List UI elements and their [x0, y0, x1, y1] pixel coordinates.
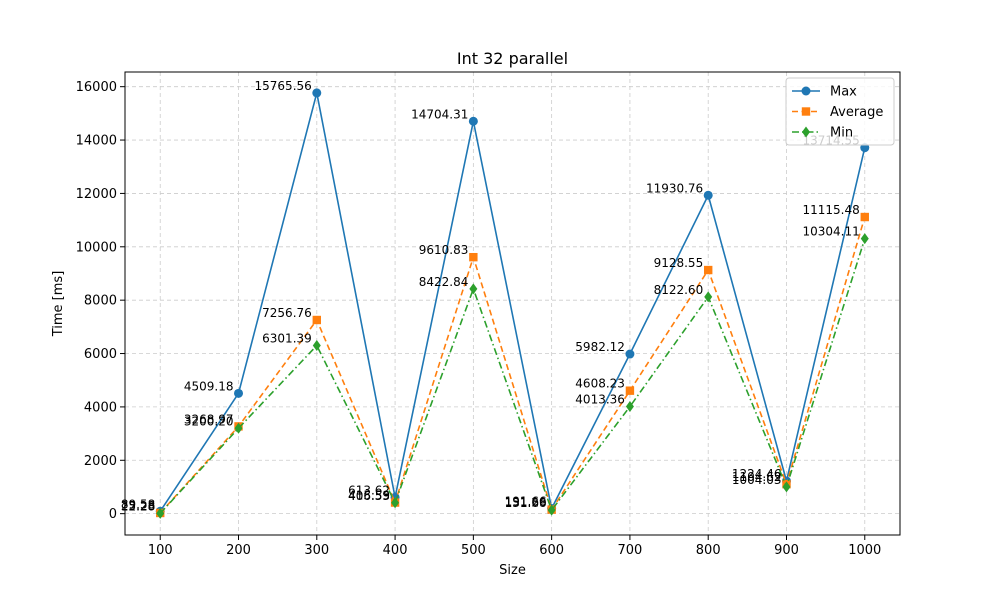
data-point: [469, 283, 478, 295]
data-label: 8122.60: [654, 283, 704, 297]
data-point: [704, 291, 713, 303]
data-label: 191.66: [505, 495, 547, 509]
data-point: [234, 388, 244, 398]
data-point: [860, 233, 869, 245]
data-point: [625, 386, 635, 395]
data-label: 8422.84: [419, 275, 469, 289]
data-point: [625, 349, 635, 359]
data-label: 89.58: [121, 497, 155, 511]
x-axis-label: Size: [499, 563, 526, 578]
data-label: 1004.03: [732, 473, 782, 487]
data-point: [234, 422, 243, 434]
data-label: 11115.48: [803, 203, 860, 217]
chart-title: Int 32 parallel: [457, 49, 568, 68]
data-point: [782, 481, 791, 493]
data-point: [860, 212, 869, 222]
x-tick-label: 700: [618, 543, 643, 558]
x-tick-label: 300: [304, 543, 329, 558]
legend-label: Average: [830, 105, 883, 120]
data-label: 151.29: [505, 496, 547, 510]
data-label: 14704.31: [411, 107, 468, 121]
data-label: 9128.55: [654, 256, 704, 270]
legend-marker: [801, 107, 811, 116]
data-point: [625, 401, 634, 413]
axes-frame: [124, 71, 901, 536]
data-label: 415.59: [348, 489, 390, 503]
y-tick-label: 4000: [84, 400, 117, 415]
data-point: [704, 265, 713, 275]
data-label: 1224.46: [732, 467, 782, 481]
data-label: 6301.39: [262, 331, 312, 345]
data-point: [156, 507, 165, 519]
legend-marker: [802, 126, 810, 138]
data-label: 406.53: [348, 489, 390, 503]
x-tick-label: 500: [461, 543, 486, 558]
legend-label: Max: [830, 85, 857, 100]
data-point: [312, 88, 322, 98]
legend-item-min: Min: [792, 126, 853, 141]
y-tick-label: 2000: [84, 454, 117, 469]
data-label: 10304.11: [803, 225, 860, 239]
series-line: [159, 92, 866, 512]
legend-label: Min: [830, 126, 853, 141]
x-axis-ticks: 100 200 300 400 500 600 700 800 900 1000: [148, 535, 881, 558]
y-tick-label: 8000: [84, 294, 117, 309]
data-label: 4013.36: [575, 393, 625, 407]
legend: Max Average Min: [785, 77, 895, 146]
data-point: [391, 497, 400, 509]
data-point: [547, 504, 556, 516]
data-point: [312, 315, 321, 325]
data-label: 3268.97: [184, 412, 234, 426]
x-tick-label: 900: [774, 543, 799, 558]
y-axis-label: Time [ms]: [51, 271, 66, 338]
data-label: 4608.23: [575, 377, 625, 391]
y-tick-label: 0: [109, 507, 117, 522]
data-label: 11930.76: [646, 181, 703, 195]
y-tick-label: 14000: [76, 134, 117, 149]
data-point: [468, 116, 478, 126]
data-label: 613.62: [348, 483, 390, 497]
x-tick-label: 600: [539, 543, 564, 558]
data-label: 1104.62: [732, 470, 782, 484]
y-axis-ticks: 0 2000 4000 6000 8000 10000 12000 14000 16000: [76, 80, 125, 522]
data-label: 3200.20: [184, 414, 234, 428]
data-label: 9610.83: [419, 243, 469, 257]
y-tick-label: 6000: [84, 347, 117, 362]
x-tick-label: 100: [148, 543, 173, 558]
grid: [125, 72, 900, 535]
y-tick-label: 12000: [76, 187, 117, 202]
data-label: 4509.18: [184, 379, 234, 393]
x-tick-label: 1000: [848, 543, 881, 558]
legend-box: [785, 77, 895, 146]
legend-item-average: Average: [792, 105, 883, 120]
data-label: 5982.12: [575, 340, 625, 354]
data-label: 131.66: [505, 496, 547, 510]
series-min: [156, 233, 869, 519]
legend-item-max: Max: [792, 85, 857, 100]
x-tick-label: 400: [383, 543, 408, 558]
data-point: [703, 190, 713, 200]
series-line: [159, 238, 866, 514]
legend-marker: [801, 86, 811, 96]
data-label: 15765.56: [255, 79, 312, 93]
x-tick-label: 200: [226, 543, 251, 558]
data-point: [469, 252, 478, 262]
x-tick-label: 800: [696, 543, 721, 558]
data-label: 25.28: [121, 499, 155, 513]
y-tick-label: 10000: [76, 240, 117, 255]
series-line: [159, 216, 866, 514]
data-point: [312, 339, 321, 351]
y-tick-label: 16000: [76, 80, 117, 95]
data-label: 7256.76: [262, 306, 312, 320]
data-label: 12.28: [121, 499, 155, 513]
